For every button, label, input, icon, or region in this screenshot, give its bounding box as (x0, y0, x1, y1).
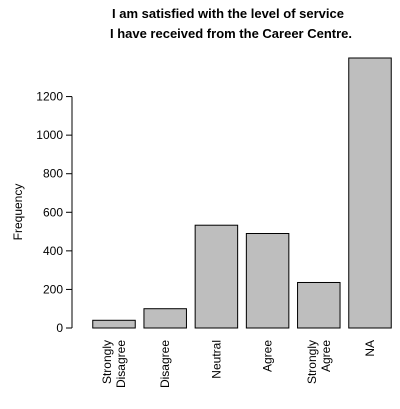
bar (348, 57, 392, 329)
bar (92, 319, 136, 329)
x-tick-label: NA (363, 340, 377, 357)
x-tick-label: Strongly (100, 340, 114, 384)
y-tick-label: 1200 (36, 90, 63, 104)
bar (143, 308, 187, 329)
y-tick-label: 1000 (36, 128, 63, 142)
x-tick-label: Neutral (209, 340, 223, 379)
y-axis-label: Frequency (11, 184, 25, 241)
chart-title-line-1: I am satisfied with the level of service (112, 6, 344, 21)
y-tick-label: 0 (56, 321, 63, 335)
x-tick-label: Agree (319, 340, 333, 372)
bar (245, 233, 290, 329)
x-tick-label: Disagree (158, 340, 172, 388)
x-tick-label: Disagree (114, 340, 128, 388)
x-tick-label: Strongly (305, 340, 319, 384)
bar (297, 281, 341, 329)
y-axis: 0 200 400 600 800 1000 1200 (36, 90, 73, 335)
y-tick-label: 400 (43, 244, 63, 258)
y-tick-label: 200 (43, 282, 63, 296)
x-axis-labels: Strongly Disagree Disagree Neutral Agree Stro… (100, 340, 377, 388)
bar (194, 224, 239, 329)
bars-group (92, 57, 392, 329)
y-tick-label: 600 (43, 205, 63, 219)
x-tick-label: Agree (261, 340, 275, 372)
y-tick-label: 800 (43, 167, 63, 181)
chart-title-line-2: I have received from the Career Centre. (110, 26, 352, 41)
